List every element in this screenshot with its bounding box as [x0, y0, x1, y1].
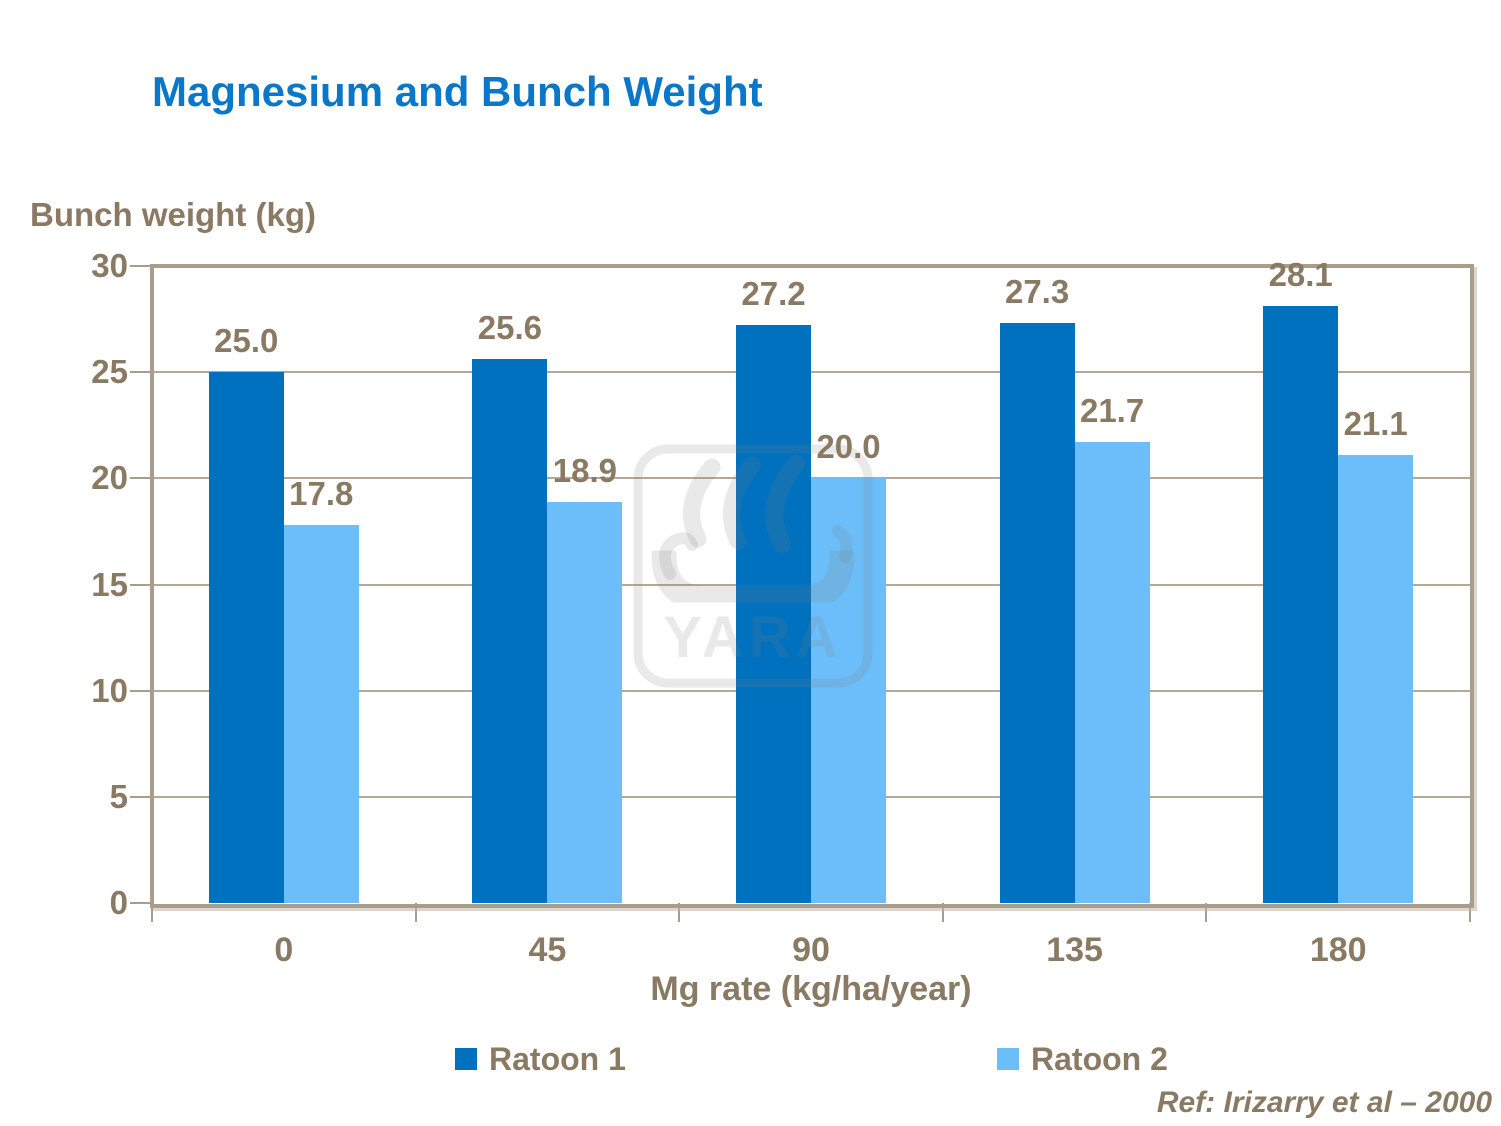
legend-label-ratoon-2: Ratoon 2: [1031, 1041, 1168, 1077]
y-tick-label: 0: [109, 884, 128, 921]
value-label: 20.0: [816, 428, 881, 466]
bar-ratoon-2-cat-1: [547, 501, 623, 903]
y-tick-label: 5: [109, 777, 128, 815]
x-tick-mark: [1205, 903, 1208, 922]
value-label: 25.0: [214, 322, 279, 360]
y-tick-mark: [130, 902, 151, 904]
bar-ratoon-1-cat-2: [736, 325, 811, 903]
plot-frame: [150, 264, 1474, 908]
x-axis-title: Mg rate (kg/ha/year): [650, 970, 972, 1008]
x-tick-mark: [678, 903, 681, 922]
x-category-label: 0: [274, 931, 294, 969]
value-label: 27.3: [1004, 273, 1070, 311]
value-label: 21.7: [1079, 392, 1145, 430]
watermark-text: YARA: [663, 605, 842, 670]
value-label: 27.2: [741, 275, 806, 313]
legend-item-ratoon-1: Ratoon 1: [455, 1041, 626, 1077]
legend-swatch-ratoon-1: [455, 1048, 477, 1070]
y-tick-label: 15: [91, 565, 128, 603]
x-category-label: 90: [792, 931, 830, 969]
y-tick-label: 30: [91, 247, 128, 284]
x-category-label: 135: [1046, 931, 1103, 969]
x-tick-mark: [1469, 903, 1471, 922]
bar-ratoon-2-cat-4: [1338, 454, 1414, 903]
value-label: 18.9: [552, 451, 617, 489]
x-tick-mark: [941, 903, 944, 922]
x-category-label: 45: [528, 931, 567, 969]
y-tick-mark: [130, 795, 151, 798]
x-tick-mark: [151, 903, 153, 922]
value-label: 28.1: [1268, 256, 1333, 294]
x-tick-mark: [414, 903, 417, 922]
y-axis-title: Bunch weight (kg): [30, 196, 316, 233]
x-category-label: 180: [1309, 931, 1367, 969]
bar-ratoon-1-cat-4: [1263, 306, 1339, 903]
reference-note: Ref: Irizarry et al – 2000: [1156, 1086, 1492, 1119]
value-label: 25.6: [477, 309, 542, 347]
y-tick-mark: [130, 265, 151, 267]
y-tick-mark: [130, 371, 151, 374]
watermark-border: [633, 444, 873, 688]
y-tick-mark: [130, 477, 151, 480]
legend-swatch-ratoon-2: [997, 1048, 1019, 1070]
y-tick-label: 10: [91, 671, 128, 709]
y-tick-mark: [130, 583, 151, 586]
y-tick-mark: [130, 689, 151, 692]
slide-title: Magnesium and Bunch Weight: [152, 68, 763, 115]
y-tick-label: 20: [91, 459, 128, 497]
bar-ratoon-2-cat-2: [811, 478, 886, 903]
yara-logo-icon: YARA: [633, 444, 873, 688]
bar-ratoon-1-cat-3: [999, 323, 1075, 903]
bar-ratoon-2-cat-0: [283, 525, 359, 903]
bar-ratoon-2-cat-3: [1074, 442, 1150, 903]
y-tick-label: 25: [91, 353, 128, 391]
legend-item-ratoon-2: Ratoon 2: [997, 1041, 1168, 1077]
gridline: [152, 371, 1470, 374]
value-label: 21.1: [1343, 404, 1408, 442]
value-label: 17.8: [289, 475, 354, 513]
bar-ratoon-1-cat-0: [208, 372, 284, 903]
legend-label-ratoon-1: Ratoon 1: [489, 1041, 626, 1077]
viking-ship-icon: [651, 455, 855, 611]
bar-ratoon-1-cat-1: [472, 359, 548, 903]
